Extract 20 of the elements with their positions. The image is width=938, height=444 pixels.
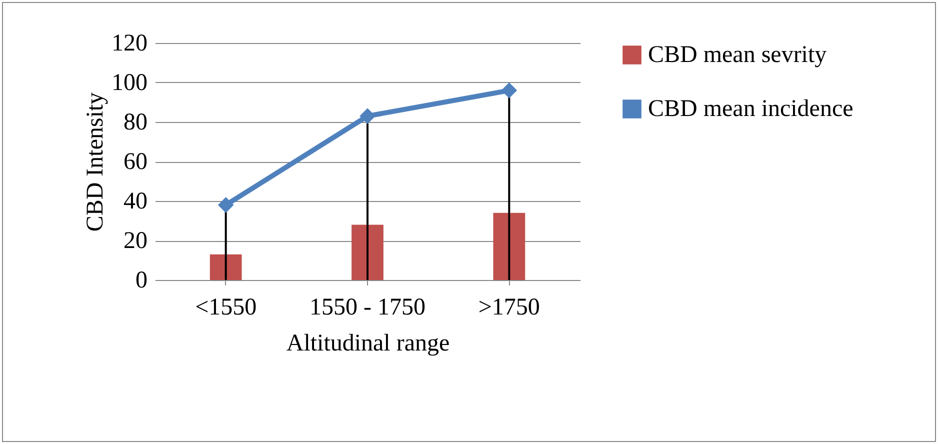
y-tick-label: 20 [124,228,148,254]
x-axis-title: Altitudinal range [286,330,450,356]
bar [210,254,242,280]
bar [352,224,384,280]
x-tick-label: 1550 - 1750 [310,294,426,320]
legend-label: CBD mean incidence [648,96,854,122]
y-tick-label: 80 [124,110,148,136]
y-tick-label: 120 [112,30,148,56]
point [360,108,376,124]
point [218,197,234,213]
y-tick-label: 0 [136,268,148,294]
x-tick-label: <1550 [195,294,257,320]
y-axis-title: CBD Intensity [82,92,108,232]
legend-label: CBD mean sevrity [648,42,827,68]
y-tick-label: 40 [124,188,148,214]
y-tick-label: 60 [124,149,148,175]
y-tick-label: 100 [112,70,148,96]
x-tick-label: >1750 [478,294,540,320]
point [501,82,518,98]
bar [493,212,526,280]
